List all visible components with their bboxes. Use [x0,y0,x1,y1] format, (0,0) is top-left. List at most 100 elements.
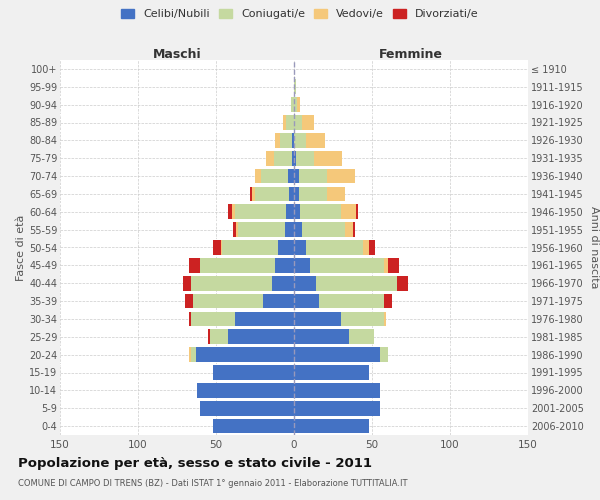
Bar [275,133,280,148]
Bar [294,186,299,201]
Bar [229,204,232,219]
Bar [190,348,191,362]
Bar [213,240,221,255]
Bar [296,151,314,166]
Bar [250,186,252,201]
Bar [183,276,191,290]
Bar [291,98,294,112]
Bar [280,133,292,148]
Bar [299,168,327,184]
Bar [196,348,294,362]
Bar [294,383,380,398]
Bar [294,365,369,380]
Bar [294,151,296,166]
Bar [385,258,388,272]
Bar [362,240,369,255]
Text: Maschi: Maschi [152,48,202,61]
Bar [200,401,294,415]
Bar [353,222,355,237]
Y-axis label: Fasce di età: Fasce di età [16,214,26,280]
Bar [294,276,316,290]
Bar [286,204,294,219]
Bar [221,240,222,255]
Bar [283,115,286,130]
Bar [208,330,210,344]
Legend: Celibi/Nubili, Coniugati/e, Vedovi/e, Divorziati/e: Celibi/Nubili, Coniugati/e, Vedovi/e, Di… [118,6,482,22]
Bar [190,312,191,326]
Bar [213,365,294,380]
Bar [255,186,289,201]
Bar [275,258,294,272]
Bar [236,222,238,237]
Bar [294,133,307,148]
Bar [263,294,294,308]
Bar [397,276,408,290]
Bar [299,186,327,201]
Bar [235,204,286,219]
Bar [289,186,294,201]
Bar [292,133,294,148]
Bar [297,98,300,112]
Bar [294,240,307,255]
Bar [294,258,310,272]
Bar [193,294,263,308]
Bar [190,258,200,272]
Bar [294,98,297,112]
Bar [210,330,229,344]
Bar [385,312,386,326]
Bar [294,348,380,362]
Bar [229,330,294,344]
Bar [197,383,294,398]
Bar [294,330,349,344]
Bar [294,115,302,130]
Bar [261,168,288,184]
Bar [233,222,236,237]
Bar [266,151,274,166]
Bar [222,240,278,255]
Bar [191,348,196,362]
Bar [294,401,380,415]
Bar [294,80,296,94]
Bar [349,330,374,344]
Bar [369,240,375,255]
Bar [302,115,314,130]
Bar [292,151,294,166]
Bar [319,294,385,308]
Bar [388,258,398,272]
Bar [235,312,294,326]
Bar [191,312,235,326]
Bar [274,151,292,166]
Bar [300,204,341,219]
Bar [327,168,355,184]
Bar [294,312,341,326]
Bar [385,294,392,308]
Bar [284,222,294,237]
Bar [213,419,294,434]
Bar [356,204,358,219]
Bar [310,258,385,272]
Bar [294,419,369,434]
Bar [278,240,294,255]
Bar [232,204,235,219]
Bar [294,168,299,184]
Bar [346,222,353,237]
Bar [238,222,284,237]
Bar [200,258,275,272]
Y-axis label: Anni di nascita: Anni di nascita [589,206,599,289]
Bar [294,204,300,219]
Bar [191,276,272,290]
Bar [288,168,294,184]
Bar [341,204,356,219]
Bar [316,276,397,290]
Bar [307,133,325,148]
Bar [252,186,255,201]
Bar [307,240,362,255]
Text: Popolazione per età, sesso e stato civile - 2011: Popolazione per età, sesso e stato civil… [18,458,372,470]
Bar [272,276,294,290]
Bar [185,294,193,308]
Bar [294,294,319,308]
Bar [255,168,261,184]
Bar [327,186,346,201]
Bar [302,222,346,237]
Bar [286,115,294,130]
